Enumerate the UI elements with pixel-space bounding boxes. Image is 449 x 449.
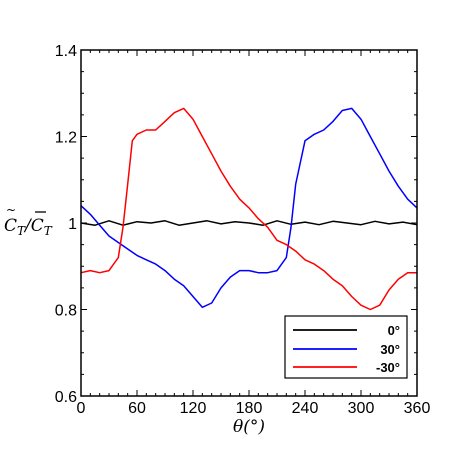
x-tick-label: 360 [404,400,431,417]
x-tick-label: 300 [348,400,375,417]
svg-text:CT/CT: CT/CT [4,216,53,238]
y-axis-label: CT/CT ~ [4,203,53,238]
x-tick-label: 60 [128,400,146,417]
series-layer [80,107,418,311]
series-line-1 [80,107,418,309]
y-axis-label-numerator: C [4,216,17,236]
y-tick-label: 1.2 [55,130,77,147]
x-tick-label: 240 [292,400,319,417]
legend: 0° 30° -30° [284,315,408,379]
series-line-2 [80,107,417,311]
legend-label-2: -30° [376,360,400,375]
x-tick-label: 180 [236,400,263,417]
x-tick-label: 0 [77,400,86,417]
y-tick-label: 1.4 [55,43,77,60]
tilde-mark: ~ [6,203,16,217]
axes-layer: 0 60 120 180 240 300 360 0.6 0.8 1 1.2 1.4 [55,43,431,417]
legend-label-0: 0° [388,323,400,338]
series-line-0 [80,220,418,226]
x-axis-label: θ(°) [233,417,265,437]
y-tick-label: 0.6 [55,389,77,406]
y-tick-label: 1 [68,216,77,233]
x-tick-label: 120 [180,400,207,417]
y-tick-label: 0.8 [55,303,77,320]
legend-label-1: 30° [380,342,400,357]
